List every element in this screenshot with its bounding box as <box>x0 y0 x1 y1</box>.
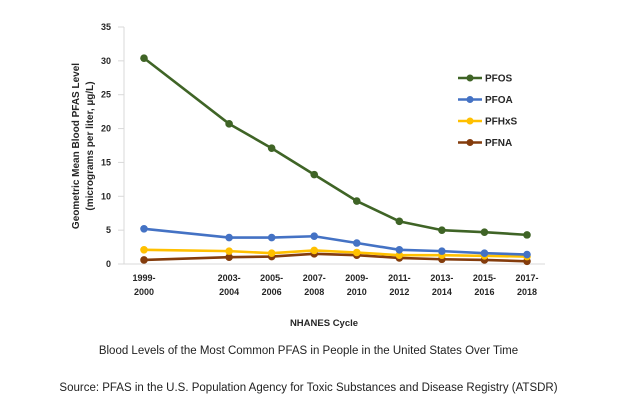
legend-marker <box>466 139 474 146</box>
legend-item-pfhxs: PFHxS <box>458 117 518 128</box>
x-tick-label: 2018 <box>517 287 537 297</box>
y-tick-label: 0 <box>106 259 111 269</box>
legend-item-pfna: PFNA <box>458 138 512 149</box>
series-pfos <box>140 54 531 239</box>
x-tick-label: 2003- <box>218 273 241 283</box>
y-tick-label: 30 <box>101 56 111 66</box>
x-tick-label: 2005- <box>260 273 283 283</box>
x-tick-label: 2006 <box>262 287 282 297</box>
data-point <box>225 253 233 262</box>
x-tick-label: 2008 <box>304 287 324 297</box>
data-point <box>395 251 404 259</box>
x-tick-label: 2017- <box>515 273 538 283</box>
data-point <box>438 247 446 255</box>
data-point <box>225 233 233 242</box>
legend-item-pfos: PFOS <box>458 74 513 85</box>
legend-marker <box>466 96 474 103</box>
x-tick-label: 2000 <box>134 287 154 297</box>
series-line <box>143 57 528 237</box>
data-point <box>480 249 489 257</box>
legend-label: PFNA <box>485 138 512 149</box>
y-tick-label: 25 <box>101 90 111 100</box>
y-tick-label: 10 <box>101 191 111 201</box>
data-point <box>140 245 148 254</box>
legend-marker <box>466 74 474 82</box>
x-tick-label: 2010 <box>347 287 367 297</box>
y-tick-label: 35 <box>101 22 111 32</box>
data-point <box>395 245 404 254</box>
data-point <box>395 217 404 226</box>
x-tick-label: 2009- <box>345 273 368 283</box>
x-axis-label: NHANES Cycle <box>290 318 358 329</box>
y-axis-label-line2: (micrograms per liter, µg/L) <box>85 81 96 210</box>
data-point <box>225 247 233 255</box>
data-point <box>310 232 319 241</box>
data-point <box>523 250 531 259</box>
y-axis-ticks: 0 5 10 15 20 25 30 35 <box>101 22 124 269</box>
y-axis-label: Geometric Mean Blood PFAS Level (microgr… <box>71 63 96 229</box>
data-point <box>310 246 319 255</box>
x-tick-label: 1999- <box>132 273 155 283</box>
data-point <box>480 228 489 236</box>
data-point <box>267 144 276 153</box>
x-tick-label: 2011- <box>388 273 411 283</box>
line-chart: Geometric Mean Blood PFAS Level (microgr… <box>71 22 545 329</box>
x-tick-label: 2014 <box>432 287 452 297</box>
y-axis-label-line1: Geometric Mean Blood PFAS Level <box>71 63 82 229</box>
data-point <box>225 120 233 128</box>
legend-marker <box>466 117 474 125</box>
series-lines <box>140 54 531 266</box>
chart-caption-title: Blood Levels of the Most Common PFAS in … <box>98 345 519 357</box>
x-tick-label: 2012 <box>389 287 409 297</box>
data-point <box>352 239 361 247</box>
x-tick-label: 2004 <box>219 287 239 297</box>
legend-label: PFHxS <box>485 117 518 128</box>
y-tick-label: 5 <box>106 225 111 235</box>
legend-label: PFOS <box>485 74 513 85</box>
data-point <box>523 231 531 239</box>
data-point <box>140 256 148 264</box>
x-tick-label: 2015- <box>473 273 496 283</box>
y-tick-label: 15 <box>101 157 111 167</box>
chart-caption-source: Source: PFAS in the U.S. Population Agen… <box>59 382 558 394</box>
legend-label: PFOA <box>485 95 513 106</box>
x-axis-ticks: 1999- 2000 2003- 2004 2005- 2006 2007- 2008 2009… <box>132 273 538 297</box>
data-point <box>267 233 276 242</box>
data-point <box>352 197 361 205</box>
data-point <box>140 224 148 233</box>
data-point <box>310 170 319 179</box>
data-point <box>438 226 446 234</box>
legend: PFOS PFOA PFHxS PFNA <box>458 74 518 149</box>
x-tick-label: 2016 <box>474 287 494 297</box>
data-point <box>267 249 276 257</box>
x-tick-label: 2013- <box>430 273 453 283</box>
series-pfna <box>140 250 531 266</box>
legend-item-pfoa: PFOA <box>458 95 513 106</box>
y-tick-label: 20 <box>101 124 111 134</box>
series-pfoa <box>140 224 531 259</box>
x-tick-label: 2007- <box>303 273 326 283</box>
data-point <box>140 54 148 62</box>
data-point <box>352 248 361 257</box>
